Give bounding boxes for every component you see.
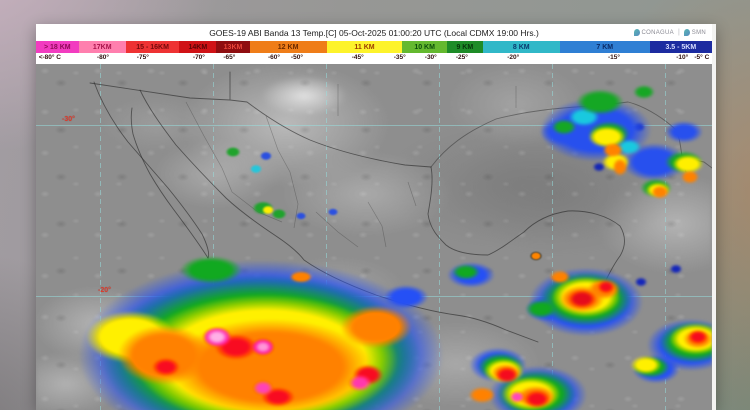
temp-tick: -60° (267, 54, 280, 61)
scale-segment: 17KM (78, 41, 126, 53)
temp-tick: -80° (96, 54, 109, 61)
smn-logo-icon (683, 29, 690, 36)
temp-tick: <-80° C (38, 54, 61, 61)
conagua-logo: CONAGUA (633, 29, 674, 36)
temp-tick: -65° (223, 54, 236, 61)
temp-tick: -45° (351, 54, 364, 61)
satellite-map: -30° -20° (36, 64, 712, 410)
scale-segment: 10 KM (402, 41, 447, 53)
scale-segment: 13KM (216, 41, 250, 53)
temp-tick: -25° (455, 54, 468, 61)
scale-segment: 12 KM (249, 41, 327, 53)
height-color-scale: > 18 KM 17KM 15 - 16KM 14KM 13KM 12 KM 1… (36, 41, 712, 53)
longitude-gridline (665, 64, 666, 410)
scale-segment: 8 KM (482, 41, 560, 53)
scale-segment: 11 KM (326, 41, 403, 53)
hurricane-system-pacific (76, 255, 446, 410)
temp-tick: -15° (607, 54, 620, 61)
temp-tick: -30° (424, 54, 437, 61)
agency-logos: CONAGUA | SMN (633, 24, 707, 41)
conagua-logo-label: CONAGUA (641, 29, 674, 36)
baja-california-outer (93, 81, 210, 259)
scale-segment: 9 KM (446, 41, 483, 53)
smn-logo: SMN (683, 29, 706, 36)
storm-system-gulf-northeast (534, 72, 712, 214)
scale-segment: 14KM (179, 41, 217, 53)
temperature-scale-labels: <-80° C -80° -75° -70° -65° -60° -50° -4… (36, 53, 712, 64)
temp-tick: -20° (507, 54, 520, 61)
longitude-gridline (439, 64, 440, 410)
longitude-gridline (326, 64, 327, 410)
latitude-gridline (36, 125, 712, 126)
smn-logo-label: SMN (691, 29, 706, 36)
storm-system-southeast (446, 247, 712, 410)
temp-tick: -70° (192, 54, 205, 61)
scattered-cells-northwest (221, 144, 351, 224)
longitude-gridline (100, 64, 101, 410)
baja-california-inner (130, 107, 209, 259)
us-mexico-border (89, 71, 432, 168)
scale-segment: 15 - 16KM (125, 41, 180, 53)
satellite-image-panel: GOES-19 ABI Banda 13 Temp.[C] 05-Oct-202… (36, 24, 716, 410)
scale-segment: 3.5 - 5KM (649, 41, 712, 53)
longitude-gridline (213, 64, 214, 410)
longitude-gridline (552, 64, 553, 410)
logo-separator: | (677, 29, 680, 36)
conagua-logo-icon (633, 29, 640, 36)
title-bar: GOES-19 ABI Banda 13 Temp.[C] 05-Oct-202… (36, 24, 712, 41)
latitude-label-30: -30° (62, 116, 75, 123)
scale-segment: > 18 KM (36, 41, 79, 53)
latitude-label-20: -20° (98, 287, 111, 294)
temp-tick: -75° (136, 54, 149, 61)
temp-tick: -35° (393, 54, 406, 61)
temp-tick: -10° (676, 54, 689, 61)
temp-tick: -50° (290, 54, 303, 61)
temp-tick: -5° C (694, 54, 710, 61)
image-title: GOES-19 ABI Banda 13 Temp.[C] 05-Oct-202… (209, 27, 539, 38)
scale-segment: 7 KM (559, 41, 650, 53)
